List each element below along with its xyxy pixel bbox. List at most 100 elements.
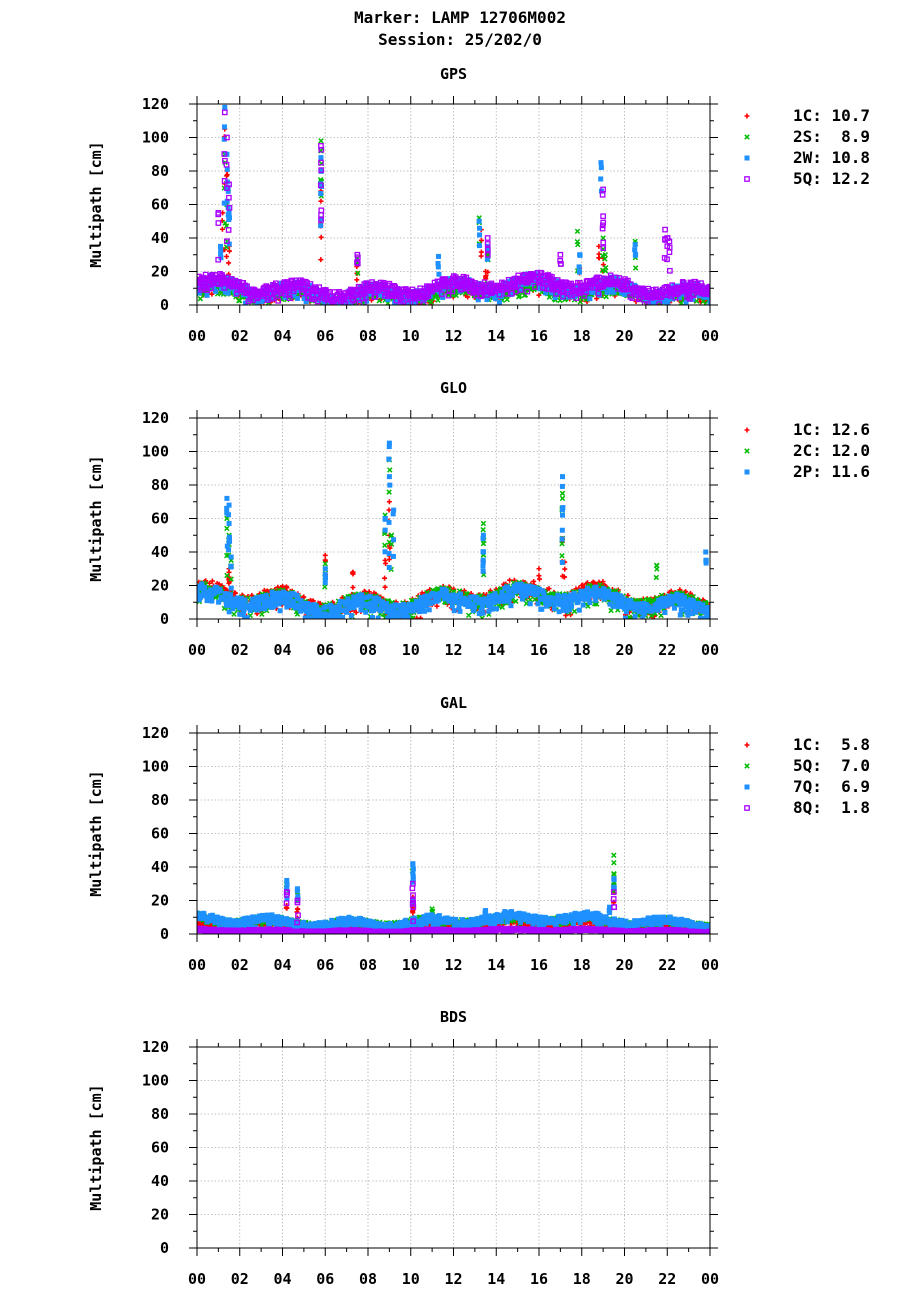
data-point: [259, 611, 265, 618]
data-point: [605, 289, 611, 295]
data-point: [587, 296, 593, 302]
x-tick-label: 02: [231, 327, 249, 345]
spike-point: [382, 575, 388, 581]
spike-point: [484, 251, 491, 258]
data-point: [209, 578, 215, 584]
data-point: [499, 290, 505, 296]
data-point: [568, 280, 575, 287]
spike-point: [576, 264, 582, 270]
spike-point: [318, 216, 324, 222]
spike-point: [319, 183, 325, 189]
spike-point: [225, 185, 231, 191]
data-point: [524, 288, 531, 295]
data-point: [656, 301, 662, 305]
spike-point: [224, 166, 230, 172]
spike-point: [599, 222, 606, 229]
spike-point: [226, 181, 232, 188]
spike-point: [318, 146, 325, 153]
data-point: [352, 300, 359, 305]
data-point: [603, 293, 609, 300]
data-point: [211, 284, 217, 290]
spike-point: [318, 159, 324, 166]
spike-point: [221, 178, 228, 184]
spike-point: [318, 223, 324, 229]
spike-point: [224, 198, 230, 204]
data-point: [546, 586, 552, 592]
spike-point: [322, 552, 328, 558]
spike-point: [633, 251, 639, 257]
data-point: [372, 294, 379, 300]
data-point: [687, 295, 693, 302]
data-point: [273, 280, 279, 287]
data-point: [410, 615, 416, 619]
spike-point: [602, 252, 608, 258]
data-point: [683, 300, 689, 305]
data-point: [496, 291, 503, 298]
data-point: [369, 297, 375, 303]
data-point: [504, 296, 510, 303]
y-tick-label: 20: [151, 263, 169, 281]
data-point: [508, 292, 514, 298]
spike-point: [476, 218, 482, 224]
spike-point: [536, 576, 542, 582]
data-layer: [197, 440, 710, 619]
spike-point: [478, 249, 484, 255]
spike-point: [318, 167, 325, 173]
spike-point: [215, 256, 222, 263]
data-point: [440, 294, 446, 300]
data-point: [292, 289, 298, 295]
data-point: [676, 295, 682, 301]
spike-point: [226, 194, 232, 201]
data-point: [362, 294, 369, 301]
data-point: [479, 615, 485, 619]
spike-point: [602, 256, 608, 262]
data-point: [389, 287, 395, 293]
data-point: [234, 290, 240, 297]
spike-point: [485, 248, 491, 254]
data-point: [222, 289, 228, 295]
data-point: [641, 301, 648, 305]
data-point: [314, 298, 321, 305]
data-point: [420, 301, 427, 305]
spike-point: [226, 215, 232, 221]
spike-point: [354, 260, 361, 267]
spike-point: [484, 241, 491, 247]
x-tick-label: 00: [188, 327, 206, 345]
spike-point: [318, 217, 324, 223]
data-point: [463, 274, 470, 281]
data-point: [625, 277, 631, 284]
data-point: [644, 301, 651, 305]
data-point: [353, 609, 359, 615]
spike-point: [557, 257, 564, 264]
data-point: [707, 299, 710, 305]
spike-point: [224, 253, 230, 259]
data-point: [707, 291, 710, 298]
spike-point: [477, 225, 483, 231]
spike-point: [632, 265, 639, 271]
spike-point: [666, 249, 673, 256]
data-point: [496, 299, 502, 305]
data-point: [449, 288, 456, 295]
spike-point: [350, 571, 356, 577]
data-point: [611, 289, 617, 295]
legend-entry-1C: 1C: 10.7: [744, 106, 870, 125]
spike-point: [318, 155, 324, 161]
data-point: [465, 612, 472, 619]
data-point: [225, 290, 231, 296]
spike-point: [218, 243, 224, 249]
spike-point: [226, 248, 232, 254]
spike-point: [225, 188, 231, 194]
data-point: [309, 296, 315, 302]
data-point: [583, 289, 589, 296]
spike-point: [599, 191, 606, 198]
spike-point: [574, 228, 581, 235]
spike-point: [598, 160, 604, 166]
data-point: [434, 603, 440, 609]
data-point: [418, 615, 424, 619]
legend-label: 5Q: 12.2: [793, 169, 870, 188]
data-point: [435, 297, 441, 303]
data-point: [294, 295, 300, 301]
data-point: [560, 294, 566, 300]
